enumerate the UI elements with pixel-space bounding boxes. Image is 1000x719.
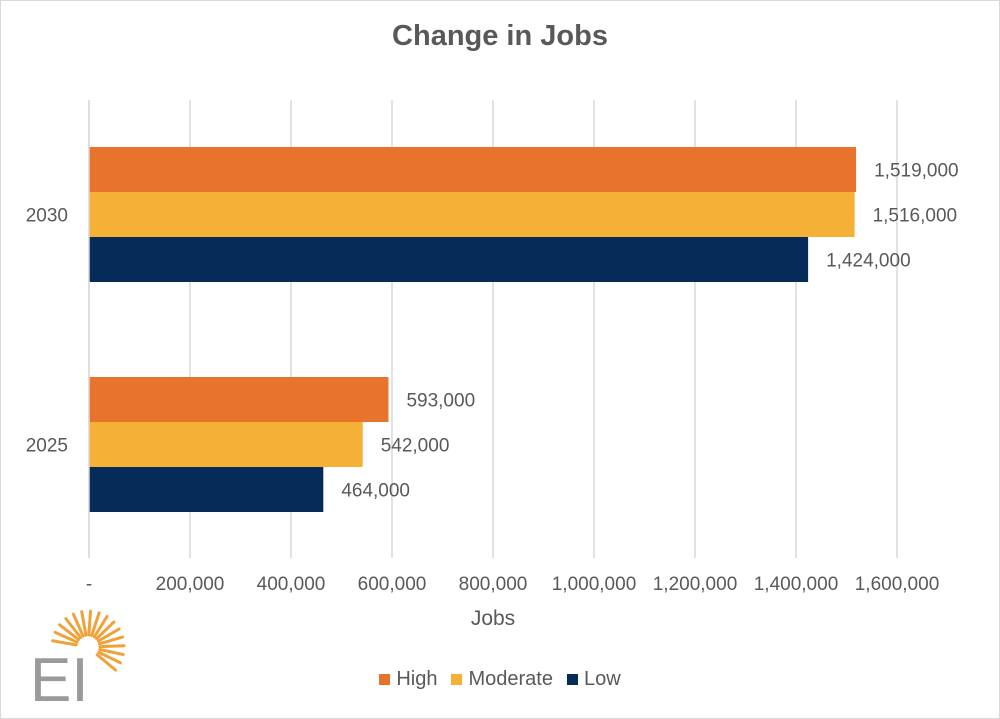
data-label: 1,516,000 <box>873 206 958 227</box>
legend-item-low: Low <box>566 668 621 691</box>
legend-swatch-low <box>566 674 578 685</box>
bar-low-2030 <box>89 237 809 282</box>
legend-label-high: High <box>396 668 438 690</box>
x-tick-label: 600,000 <box>358 574 427 595</box>
y-category-label: 2030 <box>26 206 68 227</box>
bar-moderate-2030 <box>89 192 855 237</box>
x-tick-label: - <box>86 574 92 595</box>
bar-moderate-2025 <box>89 422 363 467</box>
x-tick-label: 400,000 <box>257 574 326 595</box>
data-label: 542,000 <box>381 436 450 457</box>
logo-text: EI <box>30 646 89 705</box>
data-label: 1,519,000 <box>874 161 959 182</box>
x-tick-label: 1,400,000 <box>754 574 839 595</box>
chart-title: Change in Jobs <box>392 20 608 52</box>
legend-swatch-high <box>379 674 391 685</box>
x-tick-label: 800,000 <box>459 574 528 595</box>
data-label: 464,000 <box>341 481 410 502</box>
legend-label-moderate: Moderate <box>468 668 553 690</box>
y-category-label: 2025 <box>26 436 68 457</box>
sunburst-logo-icon: EI <box>26 605 136 715</box>
x-axis-label: Jobs <box>470 607 516 630</box>
bar-high-2025 <box>89 377 389 422</box>
legend-swatch-moderate <box>451 674 463 685</box>
bar-low-2025 <box>89 467 324 512</box>
x-tick-label: 1,200,000 <box>653 574 738 595</box>
legend: High Moderate Low <box>0 668 1000 691</box>
legend-label-low: Low <box>583 668 621 690</box>
bar-high-2030 <box>89 147 857 192</box>
legend-item-high: High <box>379 668 437 691</box>
x-tick-label: 1,600,000 <box>855 574 940 595</box>
x-tick-label: 1,000,000 <box>552 574 637 595</box>
data-label: 1,424,000 <box>826 251 911 272</box>
x-tick-label: 200,000 <box>156 574 225 595</box>
legend-item-moderate: Moderate <box>451 668 553 691</box>
data-label: 593,000 <box>406 391 475 412</box>
